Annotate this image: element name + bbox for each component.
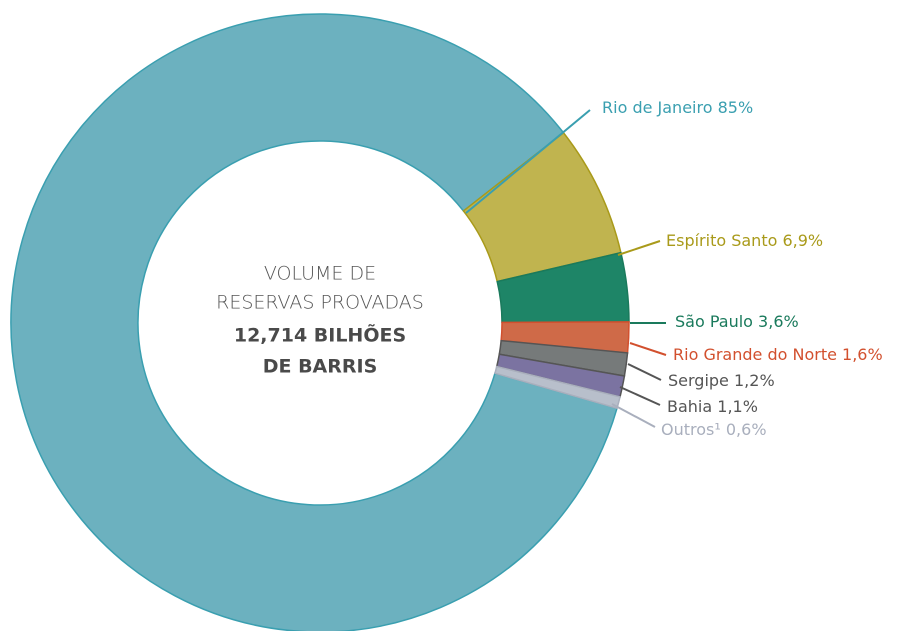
value-label: 0,6% [726, 420, 767, 439]
leader-line [619, 386, 661, 406]
category-name: Espírito Santo [666, 231, 777, 250]
slice-label: Espírito Santo 6,9% [666, 231, 823, 250]
leader-line [629, 342, 667, 356]
value-label: 6,9% [782, 231, 823, 250]
category-name: Sergipe [668, 371, 729, 390]
slices [10, 13, 630, 631]
slice-label: Rio Grande do Norte 1,6% [673, 345, 883, 364]
slice-label: Bahia 1,1% [667, 397, 758, 416]
value-label: 1,1% [717, 397, 758, 416]
slice [494, 365, 621, 410]
center-text: VOLUME DE [264, 263, 376, 285]
slice-label: Sergipe 1,2% [668, 371, 775, 390]
slice-label: São Paulo 3,6% [675, 312, 799, 331]
leader-line [465, 109, 591, 214]
category-name: Bahia [667, 397, 712, 416]
slice-label: Rio de Janeiro 85% [602, 98, 753, 117]
slice [10, 13, 618, 631]
category-name: Rio Grande do Norte [673, 345, 837, 364]
category-name: Outros¹ [661, 420, 721, 439]
category-name: Rio de Janeiro [602, 98, 713, 117]
slice-label: Outros¹ 0,6% [661, 420, 767, 439]
center-text: RESERVAS PROVADAS [216, 292, 424, 314]
center-text: DE BARRIS [263, 356, 378, 378]
center-text: 12,714 BILHÕES [234, 323, 406, 347]
leader-line [611, 403, 656, 428]
value-label: 85% [718, 98, 754, 117]
leader-line [617, 240, 661, 256]
leader-line [627, 363, 662, 381]
value-label: 1,6% [842, 345, 883, 364]
category-name: São Paulo [675, 312, 753, 331]
value-label: 3,6% [758, 312, 799, 331]
value-label: 1,2% [734, 371, 775, 390]
